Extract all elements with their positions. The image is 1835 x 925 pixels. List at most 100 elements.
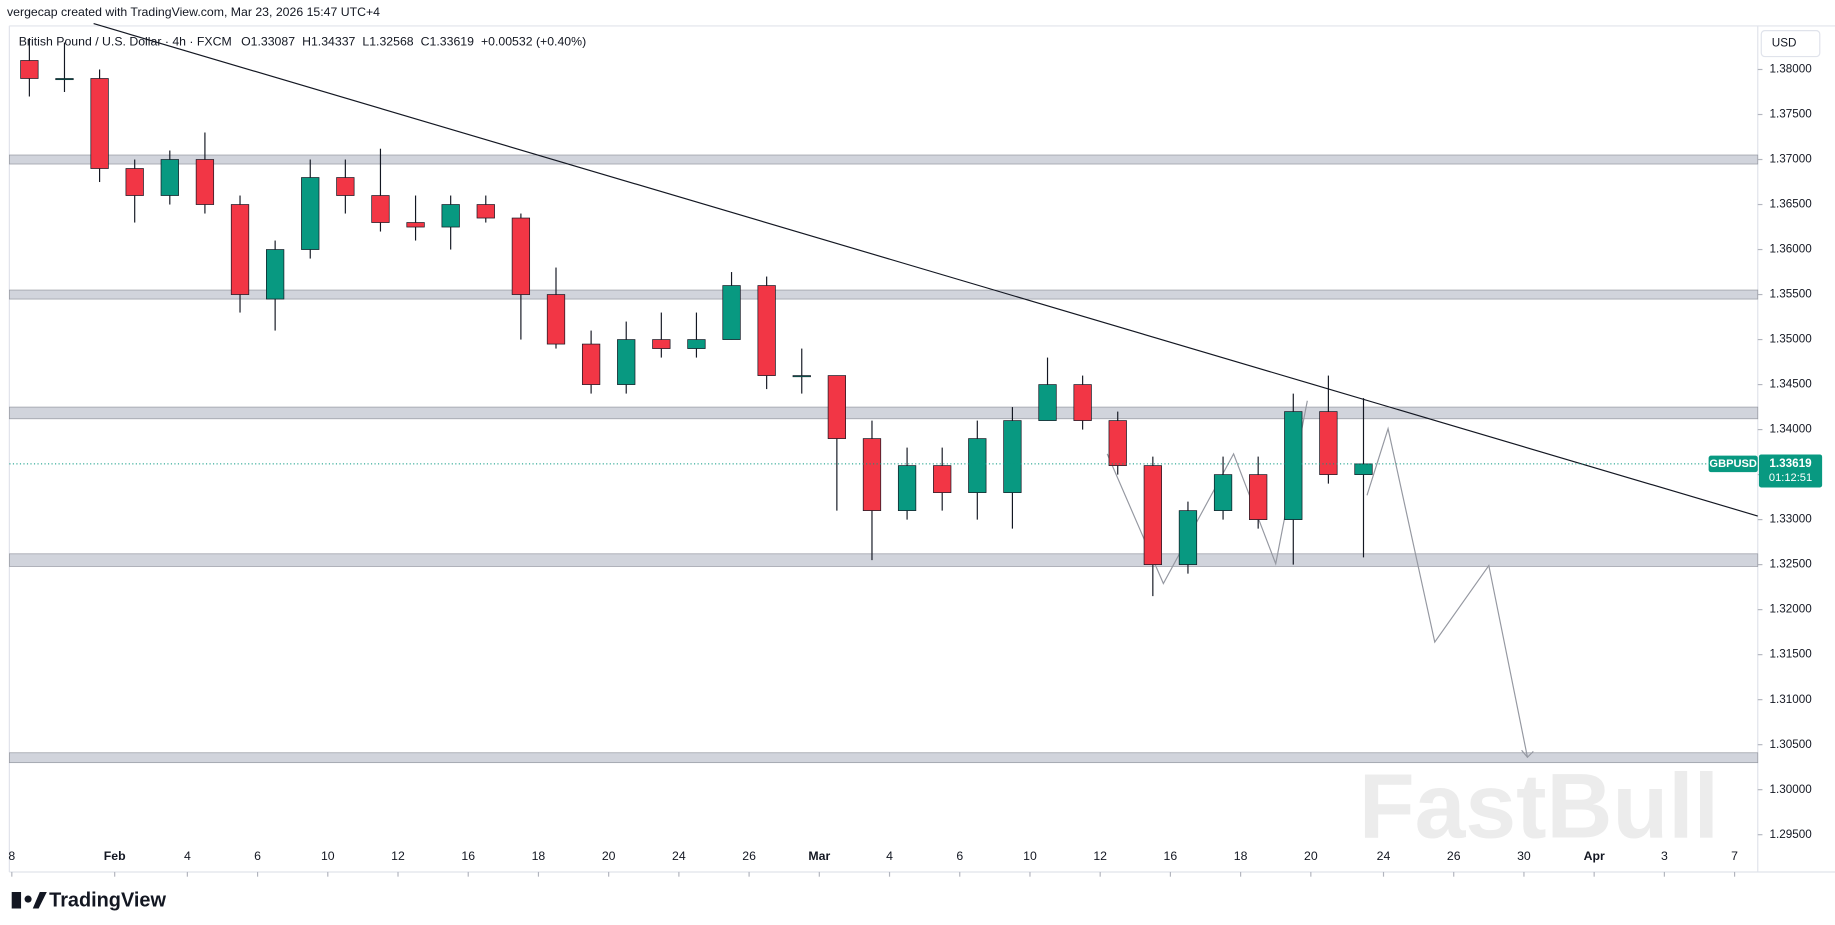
candle-body [476,204,495,219]
candle-body [406,222,425,228]
x-tick-label: 18 [532,849,546,863]
x-tick-label: 24 [1377,849,1391,863]
plot: 1.38000 1.37500 1.37000 1.36500 1.36000 1.355… [8,23,1823,877]
candle-body [757,285,776,376]
x-tick-label: Feb [104,849,126,863]
x-tick-label: 24 [672,849,686,863]
x-tick-label: 12 [1093,849,1107,863]
candle-body [336,177,355,196]
zone [9,752,1759,764]
projection-path [1366,426,1529,758]
candle-body [195,159,215,205]
price-tag-label: 1.33619 [1769,457,1812,470]
x-tick-label: 10 [321,849,335,863]
candle-body [266,249,285,300]
x-tick-label: 20 [602,849,616,863]
y-tick-label: 1.37000 [1769,153,1812,166]
y-tick-label: 1.34000 [1769,423,1812,436]
x-tick-label: 8 [8,849,15,863]
candle-body [933,465,952,493]
candle-body [441,204,460,228]
x-tick-label: 30 [1517,849,1531,863]
zone [9,289,1759,300]
candle-body [687,339,706,349]
zone [9,154,1759,165]
candle-body [1249,474,1268,520]
x-tick-label: 3 [1661,849,1668,863]
candle-body [1284,411,1303,520]
watermark: FastBull [1359,755,1719,857]
symbol-tag-label: GBPUSD [1709,458,1757,470]
candle-body [1038,384,1057,421]
candle-body [897,465,917,511]
trendline [93,23,1758,517]
candle-body [1108,420,1127,466]
candle-body [968,438,987,493]
change: +0.00532 (+0.40%) [481,35,586,49]
logo-slash [32,892,47,909]
candle-body [20,60,39,79]
y-tick-label: 1.30500 [1769,738,1812,751]
ohlc-close: C1.33619 [421,35,474,49]
currency-box[interactable] [1760,30,1821,58]
x-tick-label: 4 [886,849,893,863]
x-tick-label: Mar [808,849,830,863]
candle-body [722,285,741,340]
candle-body [1003,420,1022,493]
y-tick-label: 1.36500 [1769,198,1812,211]
x-tick-label: 26 [1447,849,1461,863]
candle-body [371,195,390,223]
y-tick-label: 1.29500 [1769,828,1812,841]
candle-body [1354,463,1373,475]
y-tick-label: 1.32500 [1769,558,1812,571]
header: vergecap created with TradingView.com, M… [7,5,380,19]
currency: USD [1772,37,1797,50]
y-tick-label: 1.32000 [1769,603,1812,616]
zone [9,553,1759,567]
candle-body [827,375,846,439]
symbol-title: British Pound / U.S. Dollar · 4h · FXCM O… [19,35,586,49]
x-tick-label: 12 [391,849,405,863]
candle-body [652,339,671,349]
x-tick-label: 18 [1234,849,1248,863]
y-tick-label: 1.35500 [1769,288,1812,301]
candle-body [1319,411,1338,475]
price-tag [1758,454,1823,488]
projection-arrow [1521,749,1534,759]
ohlc-high: H1.34337 [302,35,355,49]
y-tick-label: 1.37500 [1769,108,1812,121]
y-tick-label: 1.31000 [1769,693,1812,706]
candle-body [792,375,811,378]
x-tick-label: 20 [1304,849,1318,863]
x-tick-label: 6 [254,849,261,863]
candle-body [55,78,74,81]
x-tick-label: 4 [184,849,191,863]
symbol-tag [1708,455,1758,473]
y-tick-label: 1.35000 [1769,333,1812,346]
candle-body [581,343,601,385]
logo-dot [24,895,32,903]
x-tick-label: 26 [742,849,756,863]
footer-brand: TradingView [49,890,166,912]
countdown: 01:12:51 [1769,472,1812,484]
logo-mark [11,892,22,909]
candle-body [125,168,144,196]
y-tick-label: 1.31500 [1769,648,1812,661]
candle-body [160,159,179,196]
zone [9,406,1759,420]
candle-body [90,78,109,169]
x-tick-label: Apr [1584,849,1605,863]
x-tick-label: 16 [461,849,475,863]
y-tick-label: 1.33000 [1769,513,1812,526]
ohlc-low: L1.32568 [362,35,413,49]
candle-body [617,339,636,385]
x-tick-label: 10 [1023,849,1037,863]
ohlc-open: O1.33087 [241,35,295,49]
title: British Pound / U.S. Dollar · 4h · FXCM [19,35,232,49]
candle-body [230,204,250,295]
y-tick-label: 1.34500 [1769,378,1812,391]
candle-body [301,177,320,250]
